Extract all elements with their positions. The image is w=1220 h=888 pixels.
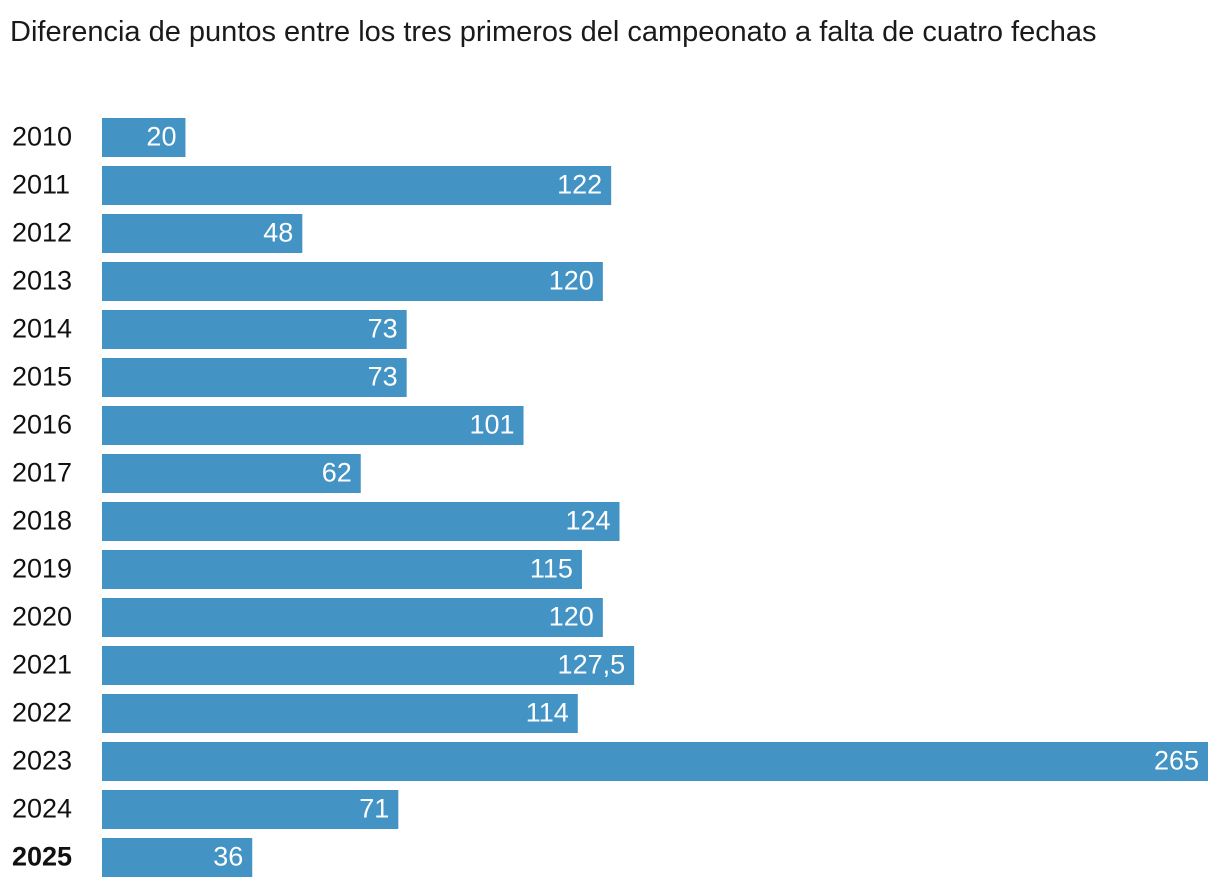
bar: [102, 790, 399, 829]
category-label: 2021: [12, 650, 72, 680]
bar: [102, 358, 407, 397]
category-label: 2015: [12, 362, 72, 392]
value-label: 20: [146, 122, 176, 152]
category-label: 2013: [12, 266, 72, 296]
bar: [102, 454, 361, 493]
bar: [102, 838, 253, 877]
bar: [102, 406, 524, 445]
bar: [102, 118, 186, 157]
category-label: 2014: [12, 314, 72, 344]
bar: [102, 214, 303, 253]
category-label: 2025: [12, 842, 72, 872]
bar: [102, 646, 635, 685]
bar: [102, 262, 603, 301]
value-label: 120: [549, 602, 594, 632]
category-label: 2019: [12, 554, 72, 584]
category-label: 2016: [12, 410, 72, 440]
bar: [102, 310, 407, 349]
category-label: 2018: [12, 506, 72, 536]
bar: [102, 598, 603, 637]
category-label: 2012: [12, 218, 72, 248]
chart-title: Diferencia de puntos entre los tres prim…: [10, 16, 1097, 48]
bar: [102, 742, 1208, 781]
value-label: 71: [359, 794, 389, 824]
value-label: 127,5: [558, 650, 626, 680]
value-label: 73: [368, 362, 398, 392]
category-label: 2023: [12, 746, 72, 776]
category-label: 2010: [12, 122, 72, 152]
bar: [102, 166, 612, 205]
value-label: 114: [526, 698, 569, 728]
value-label: 122: [557, 170, 602, 200]
value-label: 101: [469, 410, 514, 440]
value-label: 265: [1154, 746, 1199, 776]
value-label: 73: [368, 314, 398, 344]
bar: [102, 694, 578, 733]
category-label: 2020: [12, 602, 72, 632]
bar: [102, 550, 582, 589]
value-label: 48: [263, 218, 293, 248]
category-label: 2017: [12, 458, 72, 488]
value-label: 120: [549, 266, 594, 296]
bar: [102, 502, 620, 541]
value-label: 36: [213, 842, 243, 872]
value-label: 124: [565, 506, 610, 536]
value-label: 115: [530, 554, 573, 584]
value-label: 62: [322, 458, 352, 488]
category-label: 2024: [12, 794, 72, 824]
category-label: 2011: [12, 170, 70, 200]
category-label: 2022: [12, 698, 72, 728]
